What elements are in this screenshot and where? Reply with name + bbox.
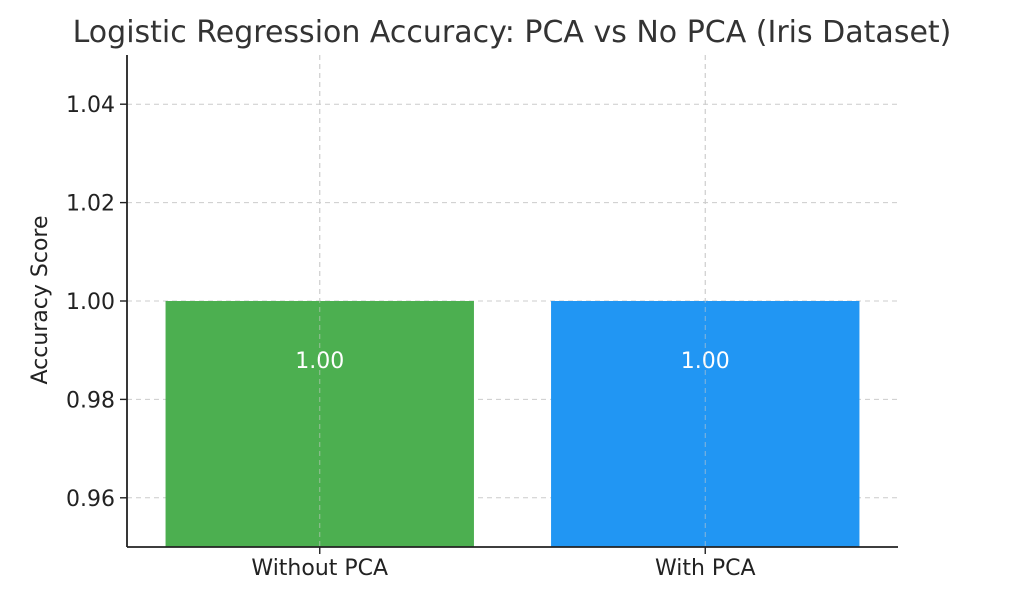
x-tick-label: Without PCA	[251, 556, 388, 581]
y-tick-label: 0.96	[66, 487, 115, 512]
y-tick-label: 0.98	[66, 388, 115, 413]
y-tick-label: 1.04	[66, 93, 115, 118]
x-tick-label: With PCA	[655, 556, 756, 581]
y-tick-label: 1.02	[66, 192, 115, 217]
y-tick-label: 1.00	[66, 290, 115, 315]
chart-title: Logistic Regression Accuracy: PCA vs No …	[73, 15, 952, 50]
axes: 0.96 0.98 1.00 1.02 1.04 Without PCA With PCA	[66, 55, 898, 581]
bars: 1.00 1.00	[165, 55, 860, 547]
y-axis-label: Accuracy Score	[28, 215, 53, 384]
